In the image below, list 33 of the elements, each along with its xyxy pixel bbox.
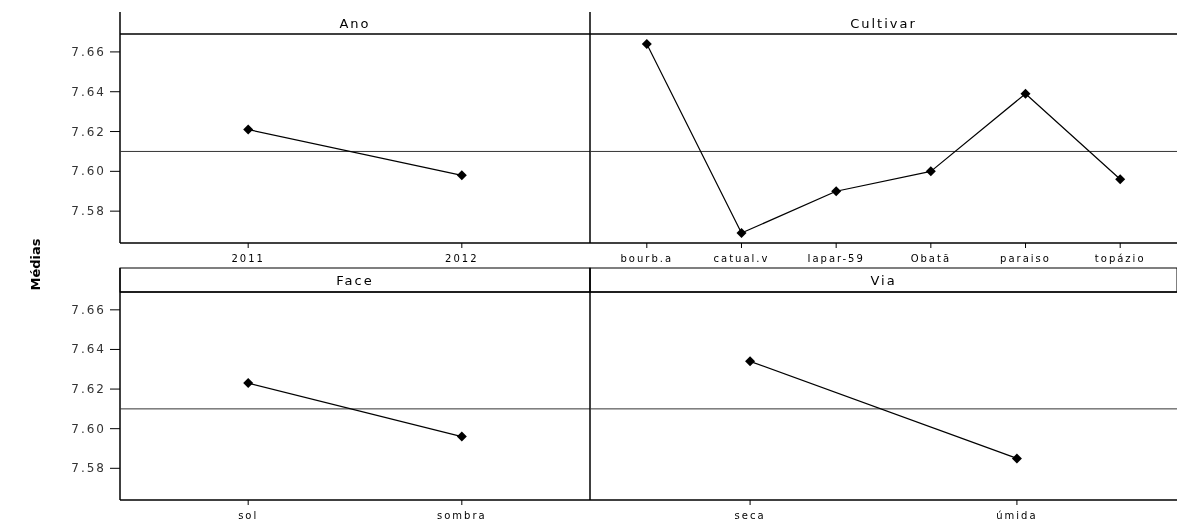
y-tick-label: 7.60 xyxy=(71,421,106,436)
y-tick-label: 7.66 xyxy=(71,44,106,59)
x-tick-label: úmida xyxy=(996,510,1038,521)
chart-title: Face xyxy=(336,273,374,288)
x-tick-label: sol xyxy=(238,510,259,521)
point xyxy=(736,228,747,239)
x-tick-label: Obatã xyxy=(910,253,952,264)
point xyxy=(641,38,652,49)
chart-title: Ano xyxy=(339,16,371,31)
x-tick-label: paraiso xyxy=(1000,253,1051,264)
y-tick-label: 7.58 xyxy=(71,204,106,219)
x-tick-label: sombra xyxy=(436,510,487,521)
x-tick-label: seca xyxy=(734,510,766,521)
y-tick-label: 7.64 xyxy=(71,84,106,99)
x-tick-label: Iapar-59 xyxy=(807,253,865,264)
y-tick-label: 7.60 xyxy=(71,164,106,179)
point xyxy=(1020,88,1031,99)
point xyxy=(925,166,936,177)
chart-title: Via xyxy=(870,273,897,288)
y-tick-label: 7.62 xyxy=(71,124,106,139)
point xyxy=(1115,174,1126,185)
x-tick-label: bourb.a xyxy=(620,253,674,264)
y-tick-label: 7.64 xyxy=(71,342,106,357)
y-tick-label: 7.62 xyxy=(71,382,106,397)
x-tick-label: catual.v xyxy=(713,253,770,264)
y-tick-label: 7.58 xyxy=(71,461,106,476)
point xyxy=(831,186,842,197)
x-tick-label: 2011 xyxy=(231,253,265,264)
chart-title: Cultivar xyxy=(850,16,917,31)
y-axis-title: Médias xyxy=(28,238,43,291)
x-tick-label: 2012 xyxy=(445,253,479,264)
y-tick-label: 7.66 xyxy=(71,302,106,317)
x-tick-label: topázio xyxy=(1094,253,1146,264)
